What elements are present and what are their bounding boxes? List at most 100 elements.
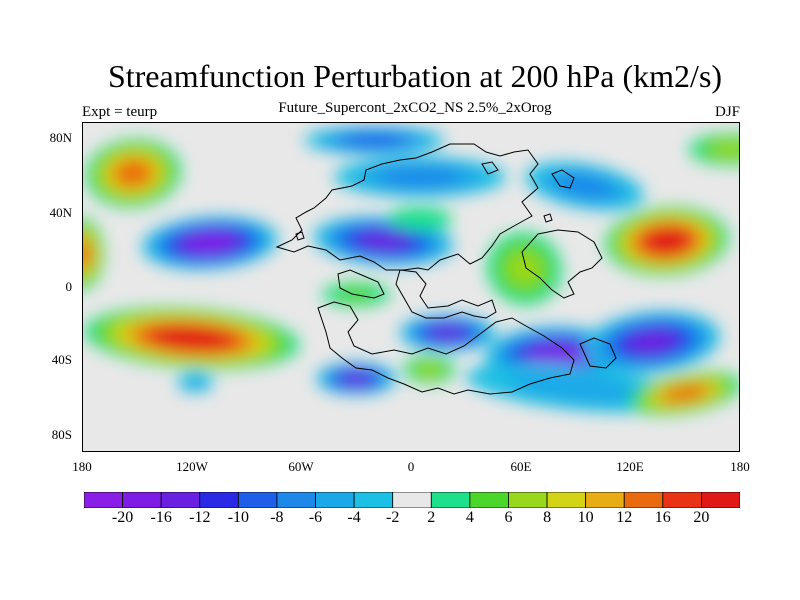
contour-band <box>645 229 689 253</box>
contour-band <box>82 240 91 268</box>
colorbar-swatch <box>701 492 740 508</box>
colorbar-swatch <box>508 492 548 508</box>
field-anomaly <box>403 355 456 384</box>
lon-tick-label: 60W <box>288 459 314 474</box>
colorbar-tick-label: -2 <box>386 509 400 526</box>
contour-band <box>416 362 443 377</box>
contour-band <box>626 330 678 354</box>
coastline-isthmus <box>337 269 385 299</box>
contour-band <box>388 207 453 232</box>
contour-band <box>555 174 615 199</box>
field-anomaly <box>85 139 182 208</box>
season-label: DJF <box>714 104 740 120</box>
contour-band <box>663 385 707 402</box>
contour-band <box>531 345 583 368</box>
colorbar-tick-label: 16 <box>654 509 671 526</box>
coastline-islet-1 <box>295 231 305 241</box>
lon-tick-label: 180 <box>72 459 92 474</box>
colorbar-swatch <box>353 492 394 508</box>
colorbar-tick-label: 6 <box>504 509 513 526</box>
field-anomaly <box>688 133 740 166</box>
lon-tick-label: 120W <box>176 459 208 474</box>
lon-tick-label: 120E <box>616 459 644 474</box>
coastline-islet-2 <box>543 213 553 223</box>
colorbar-tick-label: 4 <box>465 509 474 526</box>
colorbar-tick-label: 20 <box>693 509 710 526</box>
colorbar-swatch <box>160 492 201 508</box>
lon-tick-label: 180 <box>730 459 750 474</box>
colorbar-tick-label: -10 <box>227 509 250 526</box>
lon-tick-label: 0 <box>407 459 415 474</box>
contour-band <box>357 232 410 251</box>
field-anomaly <box>388 207 453 232</box>
field-anomaly <box>584 311 720 373</box>
lon-tick-label: 60E <box>510 459 532 474</box>
lat-tick-label: 40N <box>49 205 72 220</box>
contour-band <box>341 372 372 385</box>
experiment-label: Expt = teurp <box>82 104 158 120</box>
contour-band <box>507 372 644 404</box>
contour-band <box>115 160 152 187</box>
colorbar-swatch <box>84 492 123 508</box>
contour-band <box>343 134 406 147</box>
colorbar-swatch <box>392 492 432 508</box>
colorbar-swatch <box>237 492 278 508</box>
field-anomaly <box>142 216 278 270</box>
field-anomaly <box>316 362 397 395</box>
lat-tick-label: 80N <box>49 130 72 145</box>
field-anomaly <box>525 162 644 211</box>
contour-band <box>184 376 207 389</box>
coastline-east <box>521 229 603 299</box>
lat-tick-label: 40S <box>51 352 72 367</box>
contour-band <box>709 141 740 158</box>
field-anomaly <box>177 372 214 393</box>
colorbar-swatch <box>276 492 316 508</box>
colorbar-tick-label: -12 <box>189 509 211 526</box>
contour-band <box>505 250 544 287</box>
coastline-south-east <box>579 337 617 369</box>
field-anomaly <box>82 218 104 290</box>
colorbar-tick-label: 12 <box>616 509 633 526</box>
colorbar-tick-label: -8 <box>270 509 284 526</box>
colorbar-tick-label: 8 <box>543 509 552 526</box>
colorbar-swatch <box>430 492 471 508</box>
colorbar-swatch <box>469 492 509 508</box>
colorbar-swatch <box>546 492 587 508</box>
colorbar-swatch <box>623 492 664 508</box>
plot-subtitle: Future_Supercont_2xCO2_NS 2.5%_2xOrog <box>278 100 552 116</box>
contour-band <box>185 233 235 253</box>
colorbar-tick-label: -16 <box>150 509 172 526</box>
plot-title: Streamfunction Perturbation at 200 hPa (… <box>107 58 723 94</box>
contour-band <box>154 327 229 349</box>
field-anomaly <box>399 314 496 351</box>
colorbar-tick-label: 2 <box>427 509 436 526</box>
coastline-island-n <box>481 161 499 175</box>
field-anomaly <box>83 307 300 370</box>
field-anomaly <box>627 371 740 416</box>
coastline-island-ne <box>551 169 575 189</box>
coastlines <box>275 143 617 395</box>
field-anomaly <box>604 206 729 276</box>
coastline-north <box>275 143 539 271</box>
colorbar-tick-label: -20 <box>111 509 134 526</box>
field-anomaly <box>486 232 562 306</box>
lat-tick-label: 80S <box>51 427 72 442</box>
colorbar-tick-label: 10 <box>577 509 594 526</box>
colorbar-swatch <box>315 492 355 508</box>
colorbar-swatch <box>585 492 625 508</box>
contour-band <box>429 326 466 340</box>
colorbar-swatch <box>122 492 162 508</box>
lat-tick-label: 0 <box>65 279 73 294</box>
colorbar-tick-label: -4 <box>347 509 361 526</box>
colorbar-swatch <box>199 492 239 508</box>
colorbar-swatch <box>662 492 702 508</box>
colorbar-tick-label: -6 <box>308 509 323 526</box>
contour-map <box>82 122 740 452</box>
contour-band <box>377 167 464 187</box>
field-anomaly <box>304 126 445 155</box>
colorbar <box>84 492 740 508</box>
coastline-central <box>395 269 497 319</box>
streamfunction-field <box>82 126 740 416</box>
coastline-south <box>317 301 575 395</box>
field-anomaly <box>334 157 507 197</box>
